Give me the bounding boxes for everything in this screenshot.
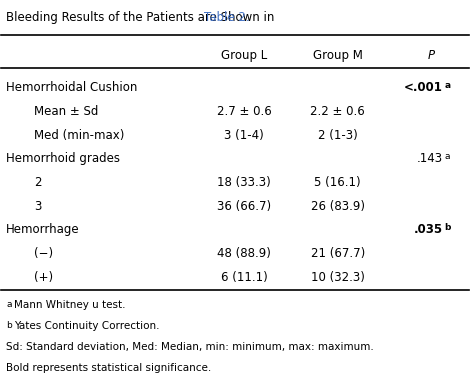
Text: 2.7 ± 0.6: 2.7 ± 0.6	[217, 105, 272, 118]
Text: 26 (83.9): 26 (83.9)	[311, 200, 365, 213]
Text: a: a	[444, 81, 450, 91]
Text: 6 (11.1): 6 (11.1)	[221, 271, 268, 284]
Text: Hemorrhage: Hemorrhage	[6, 223, 80, 237]
Text: 48 (88.9): 48 (88.9)	[218, 247, 271, 260]
Text: Mann Whitney u test.: Mann Whitney u test.	[15, 300, 126, 310]
Text: 18 (33.3): 18 (33.3)	[218, 176, 271, 189]
Text: P: P	[428, 49, 435, 62]
Text: 10 (32.3): 10 (32.3)	[311, 271, 365, 284]
Text: Table 2.: Table 2.	[204, 11, 249, 24]
Text: a: a	[444, 152, 450, 161]
Text: Group M: Group M	[313, 49, 363, 62]
Text: 3: 3	[34, 200, 41, 213]
Text: 2.2 ± 0.6: 2.2 ± 0.6	[310, 105, 365, 118]
Text: Mean ± Sd: Mean ± Sd	[34, 105, 99, 118]
Text: Bold represents statistical significance.: Bold represents statistical significance…	[6, 362, 211, 372]
Text: (−): (−)	[34, 247, 53, 260]
Text: Sd: Standard deviation, Med: Median, min: minimum, max: maximum.: Sd: Standard deviation, Med: Median, min…	[6, 342, 374, 352]
Text: 36 (66.7): 36 (66.7)	[217, 200, 272, 213]
Text: Med (min-max): Med (min-max)	[34, 129, 125, 142]
Text: Group L: Group L	[221, 49, 267, 62]
Text: .143: .143	[417, 152, 443, 166]
Text: Bleeding Results of the Patients are Shown in: Bleeding Results of the Patients are Sho…	[6, 11, 278, 24]
Text: Yates Continuity Correction.: Yates Continuity Correction.	[15, 321, 160, 331]
Text: Hemorrhoidal Cushion: Hemorrhoidal Cushion	[6, 81, 137, 94]
Text: .035: .035	[414, 223, 443, 237]
Text: a: a	[6, 300, 11, 309]
Text: Hemorrhoid grades: Hemorrhoid grades	[6, 152, 120, 166]
Text: b: b	[6, 321, 12, 329]
Text: <.001: <.001	[404, 81, 443, 94]
Text: 2 (1-3): 2 (1-3)	[318, 129, 357, 142]
Text: (+): (+)	[34, 271, 53, 284]
Text: 2: 2	[34, 176, 42, 189]
Text: 5 (16.1): 5 (16.1)	[314, 176, 361, 189]
Text: 3 (1-4): 3 (1-4)	[224, 129, 264, 142]
Text: b: b	[444, 223, 451, 232]
Text: 21 (67.7): 21 (67.7)	[310, 247, 365, 260]
